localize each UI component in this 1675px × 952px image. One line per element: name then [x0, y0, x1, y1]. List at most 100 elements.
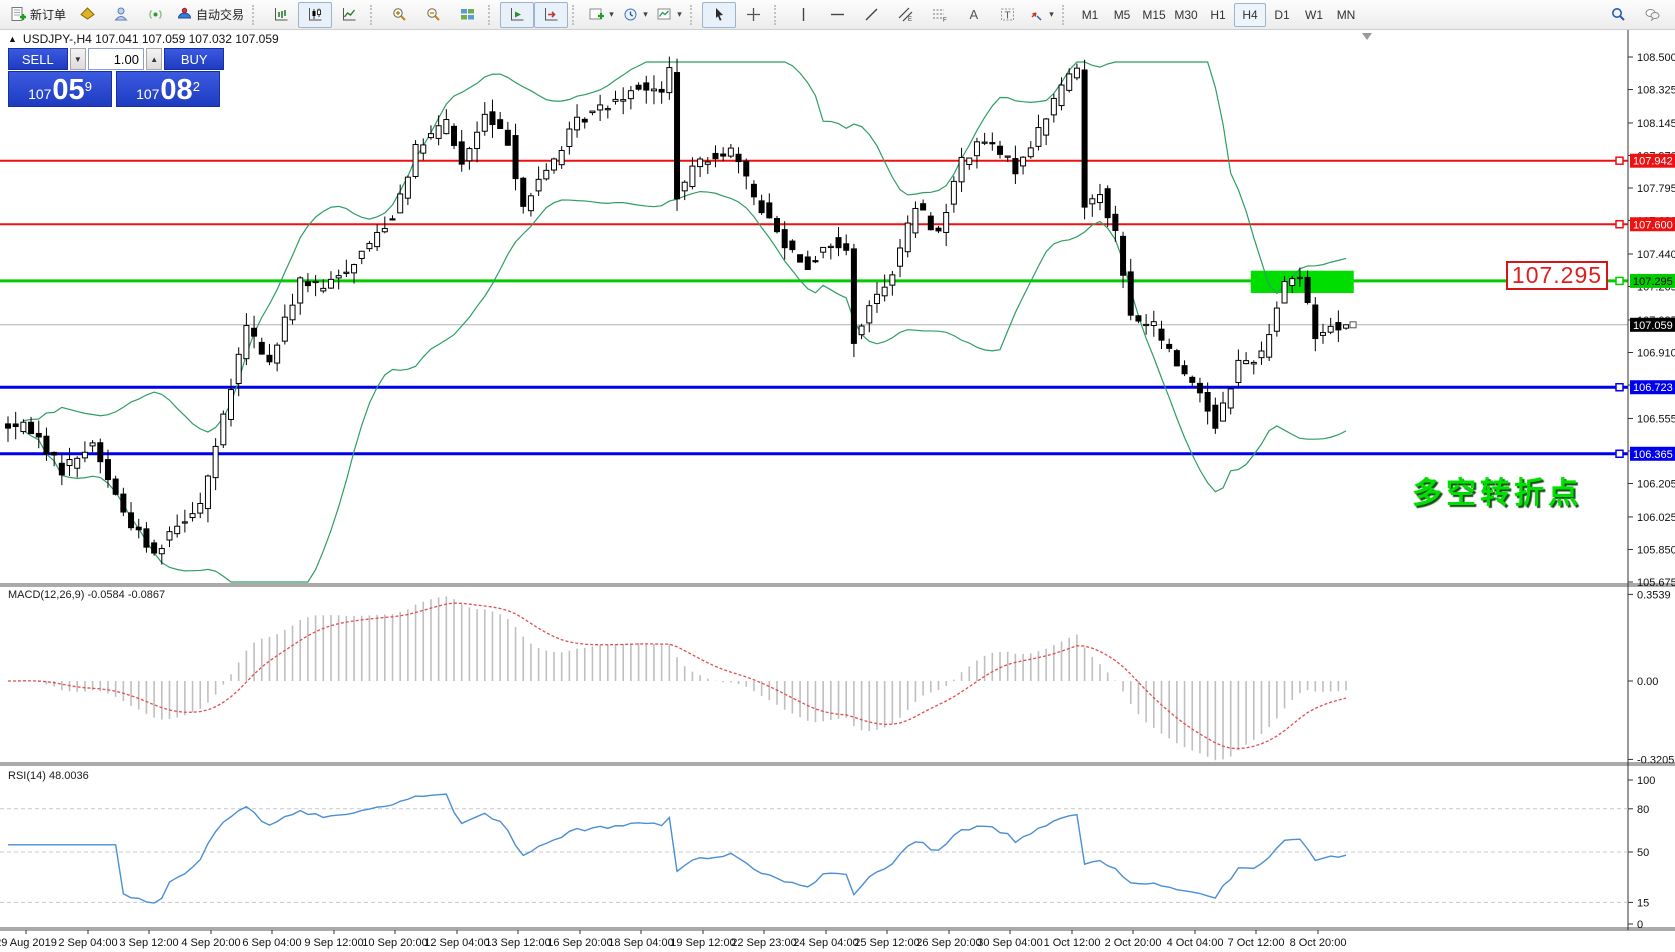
channel-tool-button[interactable]: E [888, 2, 922, 28]
svg-text:106.205: 106.205 [1637, 479, 1675, 491]
svg-text:26 Sep 20:00: 26 Sep 20:00 [916, 937, 981, 949]
community-chat-button[interactable] [1635, 2, 1669, 28]
line-anchor-marker[interactable] [1615, 382, 1624, 392]
sell-price-pip: 9 [84, 79, 92, 94]
toolbar-grip [572, 4, 580, 25]
templates-button[interactable]: ▾ [652, 2, 686, 28]
signals-button[interactable] [138, 2, 172, 28]
chevron-down-icon: ▼ [73, 54, 82, 64]
svg-text:2 Sep 04:00: 2 Sep 04:00 [58, 937, 117, 949]
price-axis-tag: 107.942 [1630, 153, 1675, 168]
svg-text:F: F [943, 18, 947, 24]
svg-text:107.059: 107.059 [1633, 320, 1673, 332]
volume-increase-button[interactable]: ▲ [146, 48, 163, 70]
new-order-button[interactable]: 新订单 [6, 2, 70, 28]
collapse-arrow-icon: ▲ [8, 34, 17, 44]
volume-decrease-button[interactable]: ▼ [69, 48, 86, 70]
trendline-tool-button[interactable] [854, 2, 888, 28]
svg-text:15: 15 [1637, 897, 1649, 909]
auto-scroll-button[interactable] [500, 1, 535, 28]
crosshair-tool-button[interactable] [736, 2, 770, 28]
autotrading-button[interactable]: 自动交易 [172, 2, 248, 28]
time-axis: 29 Aug 2019 2 Sep 04:00 3 Sep 12:00 4 Sep 2… [0, 930, 1346, 949]
zoom-in-button[interactable] [382, 2, 416, 28]
price-axis-tag: 106.365 [1630, 446, 1675, 461]
line-anchor-marker[interactable] [1615, 156, 1624, 165]
rsi-panel: 100 80 50 15 0 [0, 775, 1655, 931]
tab-timeframe-m1[interactable]: M1 [1081, 7, 1099, 22]
chart-shift-button[interactable] [534, 1, 569, 28]
svg-text:24 Sep 04:00: 24 Sep 04:00 [793, 937, 858, 949]
line-anchor-marker[interactable] [1615, 449, 1624, 459]
buy-price-display[interactable]: 107 08 2 [116, 71, 220, 107]
volume-input[interactable] [88, 48, 144, 70]
turning-point-annotation: 多空转折点 [1412, 477, 1582, 510]
metaeditor-button[interactable] [70, 2, 104, 28]
tab-timeframe-h4[interactable]: H4 [1234, 2, 1267, 27]
buy-button[interactable]: BUY [164, 48, 224, 70]
sell-button[interactable]: SELL [8, 48, 68, 70]
svg-text:30 Sep 04:00: 30 Sep 04:00 [977, 937, 1042, 949]
svg-text:0: 0 [1637, 919, 1643, 931]
tab-timeframe-mn[interactable]: MN [1336, 7, 1356, 22]
vertical-line-tool-button[interactable] [786, 2, 820, 28]
new-order-icon [10, 6, 27, 23]
profiles-button[interactable] [104, 2, 138, 28]
periods-button[interactable]: ▾ [618, 2, 652, 28]
svg-text:108.500: 108.500 [1637, 52, 1675, 64]
line-anchor-marker[interactable] [1615, 276, 1624, 286]
svg-text:108.145: 108.145 [1637, 118, 1675, 130]
text-tool-button[interactable]: A [956, 2, 990, 28]
tab-timeframe-h1[interactable]: H1 [1210, 7, 1226, 22]
svg-text:29 Aug 2019: 29 Aug 2019 [0, 937, 57, 949]
fibonacci-icon: F [931, 6, 948, 23]
svg-text:107.295: 107.295 [1633, 276, 1673, 288]
svg-text:-0.3205: -0.3205 [1637, 754, 1674, 766]
cursor-tool-button[interactable] [702, 1, 737, 28]
svg-text:80: 80 [1637, 804, 1649, 816]
sell-price-display[interactable]: 107 05 9 [8, 71, 112, 107]
line-chart-button[interactable] [332, 2, 366, 28]
macd-panel: 0.3539 0.00 -0.3205 [7, 589, 1674, 766]
search-button[interactable] [1601, 2, 1635, 28]
svg-text:19 Sep 12:00: 19 Sep 12:00 [670, 937, 735, 949]
gold-diamond-icon [79, 6, 96, 23]
macd-indicator-label: MACD(12,26,9) -0.0584 -0.0867 [8, 589, 166, 601]
horizontal-line-tool-button[interactable] [820, 2, 854, 28]
arrows-tool-button[interactable]: ▾ [1024, 2, 1058, 28]
trendline-icon [863, 6, 880, 23]
bar-chart-button[interactable] [264, 2, 298, 28]
svg-text:2 Oct 20:00: 2 Oct 20:00 [1105, 937, 1162, 949]
toolbar-grip [252, 4, 260, 25]
tab-timeframe-m15[interactable]: M15 [1142, 7, 1166, 22]
fibonacci-tool-button[interactable]: F [922, 2, 956, 28]
sell-price-prefix: 107 [28, 86, 52, 102]
svg-text:12 Sep 04:00: 12 Sep 04:00 [424, 937, 489, 949]
svg-text:6 Sep 04:00: 6 Sep 04:00 [242, 937, 301, 949]
zoom-out-button[interactable] [416, 2, 450, 28]
tab-timeframe-m30[interactable]: M30 [1174, 7, 1198, 22]
crosshair-icon [745, 6, 762, 23]
chart-canvas[interactable]: 108.500108.325108.145107.970107.795107.6… [0, 30, 1675, 952]
tab-timeframe-d1[interactable]: D1 [1274, 7, 1290, 22]
line-anchor-marker[interactable] [1615, 220, 1624, 229]
text-label-tool-button[interactable]: T [990, 2, 1024, 28]
horizontal-line-icon [829, 6, 846, 23]
sell-price-big: 05 [52, 74, 85, 106]
indicators-button[interactable]: ▾ [584, 2, 618, 28]
dropdown-caret: ▾ [1049, 9, 1054, 19]
tab-timeframe-w1[interactable]: W1 [1305, 7, 1324, 22]
buy-price-pip: 2 [192, 79, 200, 94]
symbol-info-bar[interactable]: ▲ USDJPY-,H4 107.041 107.059 107.032 107… [8, 32, 279, 46]
candlestick-chart-button[interactable] [298, 1, 333, 28]
tile-windows-button[interactable] [450, 2, 484, 28]
bar-chart-icon [273, 6, 290, 23]
tile-windows-icon [459, 6, 476, 23]
toolbar-grip [370, 4, 378, 25]
person-icon [113, 6, 130, 23]
svg-text:22 Sep 23:00: 22 Sep 23:00 [731, 937, 796, 949]
tab-timeframe-m5[interactable]: M5 [1113, 7, 1131, 22]
svg-text:7 Oct 12:00: 7 Oct 12:00 [1228, 937, 1285, 949]
svg-text:9 Sep 12:00: 9 Sep 12:00 [304, 937, 363, 949]
svg-text:107.942: 107.942 [1633, 156, 1673, 168]
